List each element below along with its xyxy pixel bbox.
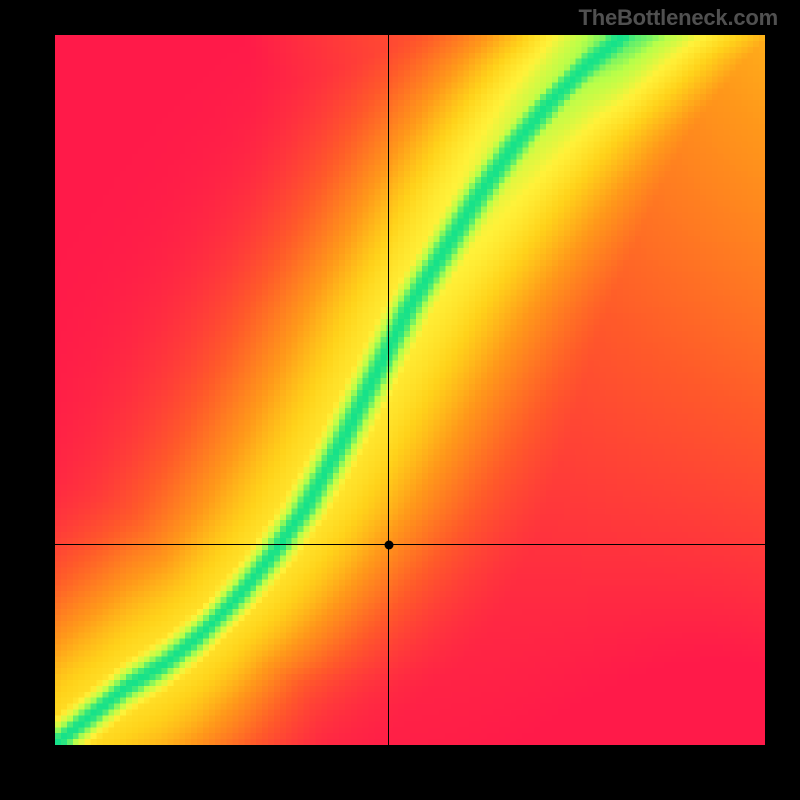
plot-area bbox=[55, 35, 765, 745]
heatmap-canvas bbox=[55, 35, 765, 745]
watermark-text: TheBottleneck.com bbox=[578, 5, 778, 31]
crosshair-horizontal bbox=[55, 544, 765, 545]
crosshair-vertical bbox=[388, 35, 389, 745]
chart-container: TheBottleneck.com bbox=[0, 0, 800, 800]
data-point-marker bbox=[384, 540, 393, 549]
